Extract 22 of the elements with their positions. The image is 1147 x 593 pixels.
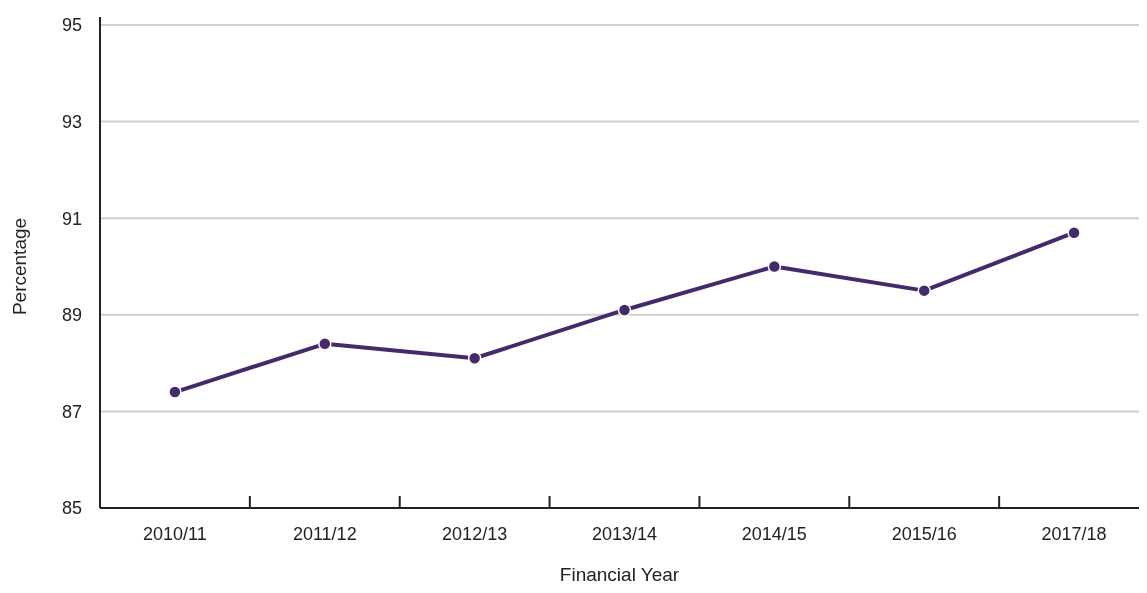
x-tick-label: 2017/18 xyxy=(1041,524,1107,544)
point xyxy=(168,385,182,399)
y-axis-title: Percentage xyxy=(9,217,30,316)
point xyxy=(617,303,632,317)
point xyxy=(1067,225,1081,240)
x-tick-label: 2014/15 xyxy=(741,524,807,544)
x-tick-label: 2012/13 xyxy=(442,524,508,544)
y-tick-label: 89 xyxy=(61,305,82,326)
y-tick-label: 87 xyxy=(61,401,82,422)
point xyxy=(767,259,782,274)
y-tick-label: 93 xyxy=(61,111,82,132)
point xyxy=(917,283,931,298)
point xyxy=(467,351,482,366)
x-tick-label: 2010/11 xyxy=(143,524,207,544)
x-tick-label: 2011/12 xyxy=(292,524,357,544)
x-tick-label: 2013/14 xyxy=(591,524,658,544)
y-tick-label: 95 xyxy=(61,15,82,36)
x-axis-title: Financial Year xyxy=(559,564,680,585)
point xyxy=(318,337,332,351)
y-tick-label: 85 xyxy=(61,498,82,519)
x-tick-label: 2015/16 xyxy=(891,524,957,544)
y-tick-label: 91 xyxy=(61,208,82,229)
